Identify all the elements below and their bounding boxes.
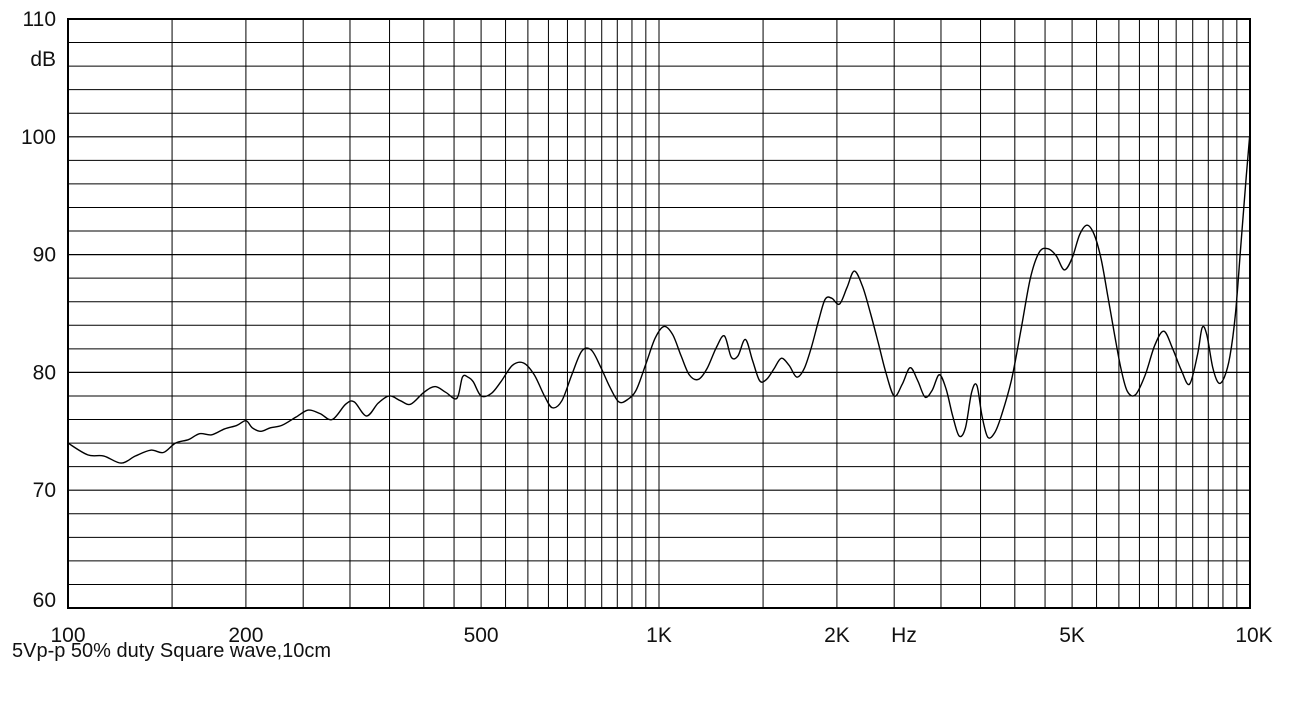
y-tick-label: 70	[33, 479, 56, 502]
y-tick-label: 110	[23, 8, 56, 31]
x-tick-label: 1K	[646, 624, 672, 647]
y-tick-label: 80	[33, 361, 56, 384]
y-tick-label: 60	[33, 589, 56, 612]
x-tick-label: 5K	[1059, 624, 1085, 647]
minor-grid	[67, 19, 1251, 608]
y-axis-unit-label: dB	[30, 48, 56, 71]
y-tick-label: 100	[21, 126, 56, 149]
x-tick-label: 2K	[824, 624, 850, 647]
plot-frame	[67, 18, 1251, 609]
y-tick-label: 90	[33, 244, 56, 267]
x-tick-label: 500	[464, 624, 499, 647]
x-tick-label: 100	[50, 624, 85, 647]
x-tick-labels: 100 200 500 1K 2K 5K 10K	[50, 624, 1272, 647]
response-curve-line	[67, 132, 1251, 464]
x-tick-label: 200	[228, 624, 263, 647]
measurement-caption: 5Vp-p 50% duty Square wave,10cm	[12, 640, 332, 662]
x-axis-unit-label: Hz	[891, 624, 917, 647]
x-tick-label: 10K	[1235, 624, 1272, 647]
y-tick-labels: 110 100 90 80 70 60	[21, 8, 56, 612]
